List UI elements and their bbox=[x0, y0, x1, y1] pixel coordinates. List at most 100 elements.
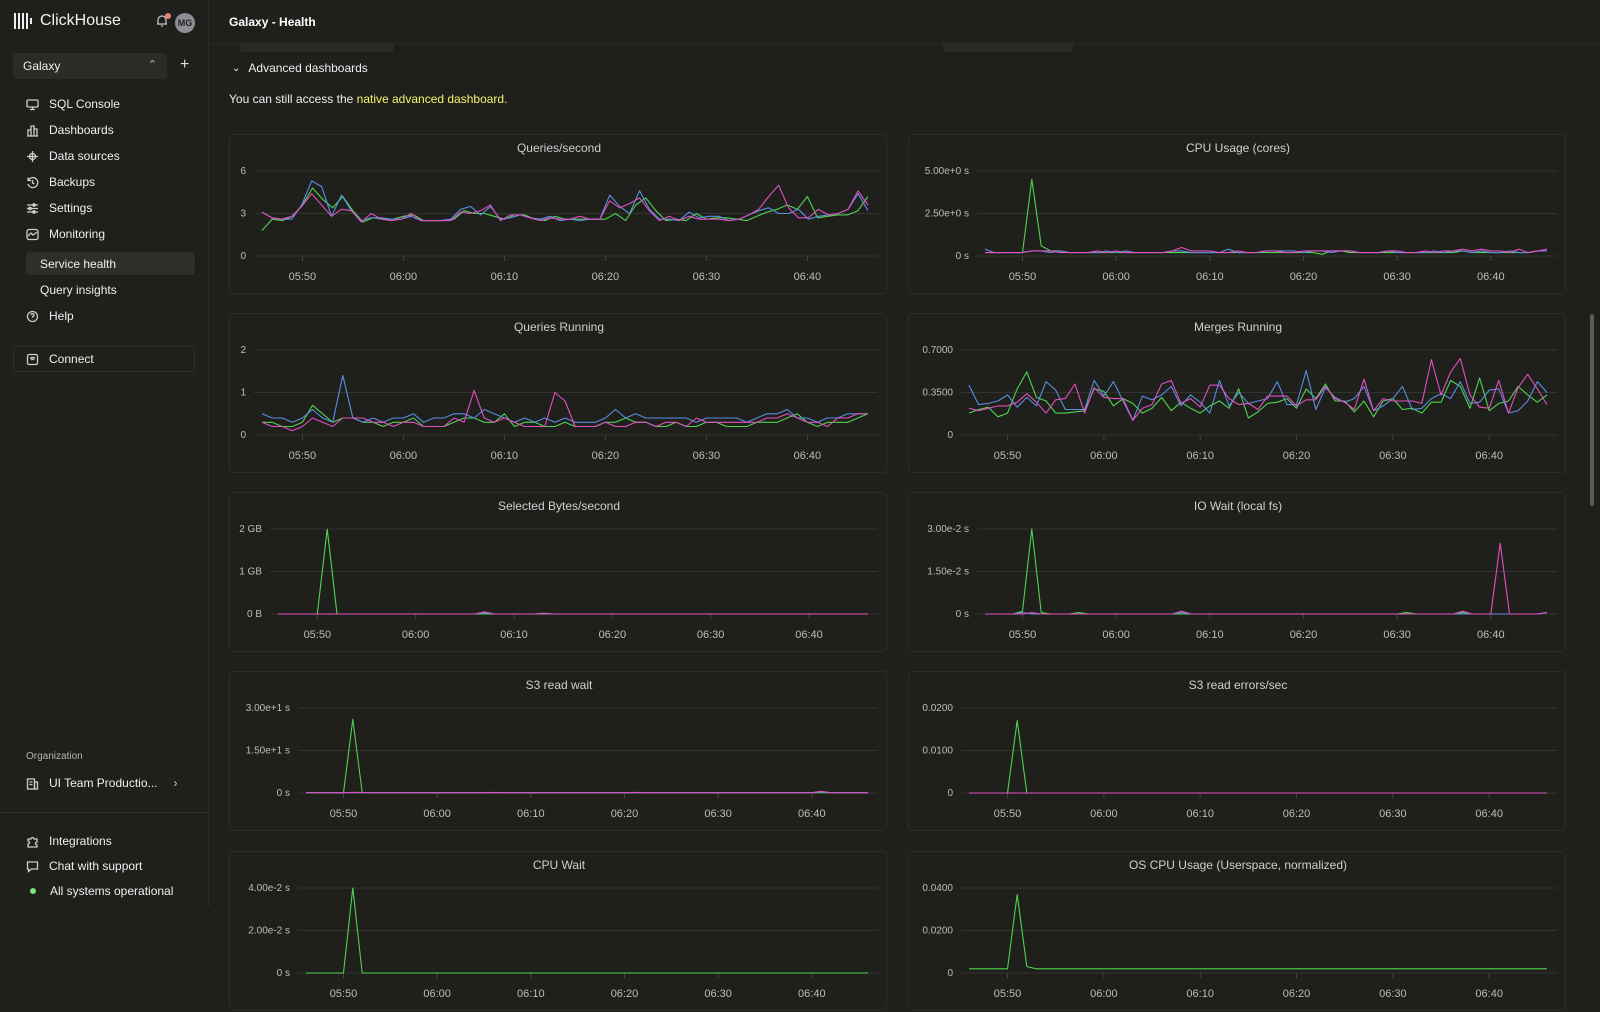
x-tick-label: 06:20 bbox=[1290, 271, 1318, 283]
sidebar-item-integrations[interactable]: Integrations bbox=[26, 830, 112, 852]
x-tick-label: 06:00 bbox=[390, 450, 418, 462]
chart-card: CPU Usage (cores) 0 s 2.50e+0 s 5.00e+0 s 05… bbox=[908, 134, 1566, 294]
sidebar-item-data-sources[interactable]: Data sources bbox=[26, 145, 120, 167]
sidebar-divider bbox=[0, 812, 209, 813]
sidebar-item-label: Help bbox=[49, 309, 74, 323]
organization-selector[interactable]: UI Team Productio... › bbox=[26, 772, 178, 794]
sidebar-item-backups[interactable]: Backups bbox=[26, 171, 95, 193]
x-tick-label: 06:20 bbox=[611, 988, 639, 1000]
x-tick-label: 06:30 bbox=[704, 988, 732, 1000]
sidebar-item-settings[interactable]: Settings bbox=[26, 197, 92, 219]
x-tick-label: 06:20 bbox=[1283, 450, 1311, 462]
sidebar-item-help[interactable]: Help bbox=[26, 305, 74, 327]
chart-title: Queries/second bbox=[517, 141, 601, 155]
chart-card: Selected Bytes/second 0 B 1 GB 2 GB 05:50 06:… bbox=[229, 492, 887, 652]
sidebar-item-sql-console[interactable]: SQL Console bbox=[26, 93, 120, 115]
connect-button-content[interactable]: Connect bbox=[26, 348, 94, 370]
x-tick-label: 06:30 bbox=[1379, 450, 1407, 462]
advanced-dashboard-note: You can still access the native advanced… bbox=[229, 92, 507, 106]
x-tick-label: 06:40 bbox=[1477, 629, 1505, 641]
scrollbar[interactable] bbox=[1590, 314, 1594, 506]
y-tick-label: 5.00e+0 s bbox=[925, 166, 969, 177]
x-tick-label: 06:30 bbox=[693, 271, 721, 283]
service-selector[interactable]: Galaxy ⌃ bbox=[13, 53, 167, 79]
x-tick-label: 05:50 bbox=[994, 808, 1022, 820]
chevron-down-icon: ⌄ bbox=[232, 62, 241, 74]
sidebar-item-label: Chat with support bbox=[49, 859, 143, 873]
x-tick-label: 06:00 bbox=[390, 271, 418, 283]
x-tick-label: 06:00 bbox=[423, 988, 451, 1000]
x-tick-label: 06:00 bbox=[1090, 450, 1118, 462]
clickhouse-logo[interactable]: ClickHouse bbox=[14, 12, 121, 30]
x-tick-label: 06:20 bbox=[599, 629, 627, 641]
x-tick-label: 05:50 bbox=[289, 271, 317, 283]
x-tick-label: 06:40 bbox=[795, 629, 823, 641]
chart-card: S3 read errors/sec 0 0.0100 0.0200 05:50 06:0… bbox=[908, 671, 1566, 831]
chart-card: S3 read wait 0 s 1.50e+1 s 3.00e+1 s 05:50 06… bbox=[229, 671, 887, 831]
y-tick-label: 0.0400 bbox=[922, 883, 953, 894]
x-tick-label: 06:10 bbox=[1196, 629, 1224, 641]
data-sources-icon bbox=[27, 150, 38, 162]
service-name: Galaxy bbox=[23, 59, 61, 73]
sidebar-item-dashboards[interactable]: Dashboards bbox=[26, 119, 114, 141]
bell-icon[interactable] bbox=[155, 14, 169, 28]
y-tick-label: 0.3500 bbox=[922, 388, 953, 399]
native-dashboard-link[interactable]: native advanced dashboard. bbox=[356, 92, 508, 106]
x-tick-label: 06:10 bbox=[1186, 450, 1214, 462]
x-tick-label: 06:10 bbox=[517, 988, 545, 1000]
y-tick-label: 2.00e-2 s bbox=[248, 926, 290, 937]
chart-title: OS CPU Usage (Userspace, normalized) bbox=[1129, 858, 1347, 872]
chart-s3-read-errors-sec: S3 read errors/sec 0 0.0100 0.0200 05:50 06:0… bbox=[922, 678, 1557, 820]
chart-title: Queries Running bbox=[514, 320, 604, 334]
y-tick-label: 0.0200 bbox=[922, 926, 953, 937]
sidebar-item-query-insights[interactable]: Query insights bbox=[40, 283, 117, 297]
y-tick-label: 0 bbox=[240, 430, 246, 441]
chart-io-wait-local-fs-: IO Wait (local fs) 0 s 1.50e-2 s 3.00e-2 s 0… bbox=[927, 499, 1557, 641]
x-tick-label: 06:40 bbox=[1475, 988, 1503, 1000]
monitor-icon bbox=[26, 98, 39, 110]
x-tick-label: 06:40 bbox=[794, 450, 822, 462]
chart-title: Merges Running bbox=[1194, 320, 1282, 334]
y-tick-label: 1.50e-2 s bbox=[927, 567, 969, 578]
y-tick-label: 0 bbox=[947, 968, 953, 979]
chart-title: Selected Bytes/second bbox=[498, 499, 620, 513]
chart-cpu-usage-cores-: CPU Usage (cores) 0 s 2.50e+0 s 5.00e+0 s 05… bbox=[925, 141, 1557, 283]
sidebar-item-chat-support[interactable]: Chat with support bbox=[26, 855, 142, 877]
avatar[interactable]: MG bbox=[175, 13, 195, 33]
x-tick-label: 05:50 bbox=[289, 450, 317, 462]
x-tick-label: 06:20 bbox=[1290, 629, 1318, 641]
sidebar-item-monitoring[interactable]: Monitoring bbox=[26, 223, 105, 245]
y-tick-label: 0 s bbox=[956, 251, 969, 262]
sidebar-item-service-health[interactable]: Service health bbox=[26, 252, 195, 275]
x-tick-label: 06:30 bbox=[704, 808, 732, 820]
organization-label: Organization bbox=[26, 751, 83, 762]
chart-card: CPU Wait 0 s 2.00e-2 s 4.00e-2 s 05:50 06:00 0… bbox=[229, 851, 887, 1011]
system-status[interactable]: All systems operational bbox=[26, 880, 173, 902]
advanced-dashboards-toggle[interactable]: ⌄ Advanced dashboards bbox=[232, 61, 368, 75]
sidebar-item-label: Backups bbox=[49, 175, 96, 189]
x-tick-label: 06:20 bbox=[592, 450, 620, 462]
y-tick-label: 3 bbox=[240, 209, 246, 220]
connect-button[interactable] bbox=[13, 346, 195, 372]
y-tick-label: 0 B bbox=[247, 609, 262, 620]
series-line-1 bbox=[969, 893, 1547, 970]
x-tick-label: 06:00 bbox=[1102, 271, 1130, 283]
x-tick-label: 06:40 bbox=[798, 808, 826, 820]
x-tick-label: 06:10 bbox=[1186, 808, 1214, 820]
clickhouse-logo-icon bbox=[14, 13, 32, 29]
add-service-button[interactable]: + bbox=[180, 56, 190, 73]
sidebar-item-label: Integrations bbox=[49, 834, 112, 848]
y-tick-label: 1 GB bbox=[239, 567, 262, 578]
chart-os-cpu-usage-userspace-normalized-: OS CPU Usage (Userspace, normalized) 0 0.0… bbox=[922, 858, 1557, 1000]
y-tick-label: 0 s bbox=[277, 788, 290, 799]
chart-queries-running: Queries Running 0 1 2 05:50 06:00 06:10 06:20 06… bbox=[240, 320, 878, 462]
chart-card: Queries Running 0 1 2 05:50 06:00 06:10 06:20 06… bbox=[229, 313, 887, 473]
x-tick-label: 05:50 bbox=[330, 808, 358, 820]
x-tick-label: 06:10 bbox=[491, 450, 519, 462]
notification-dot bbox=[165, 13, 171, 19]
y-tick-label: 2 GB bbox=[239, 524, 262, 535]
chevron-right-icon: › bbox=[173, 776, 178, 790]
y-tick-label: 0.7000 bbox=[922, 345, 953, 356]
series-line-1 bbox=[306, 718, 868, 794]
backup-icon bbox=[27, 176, 39, 188]
